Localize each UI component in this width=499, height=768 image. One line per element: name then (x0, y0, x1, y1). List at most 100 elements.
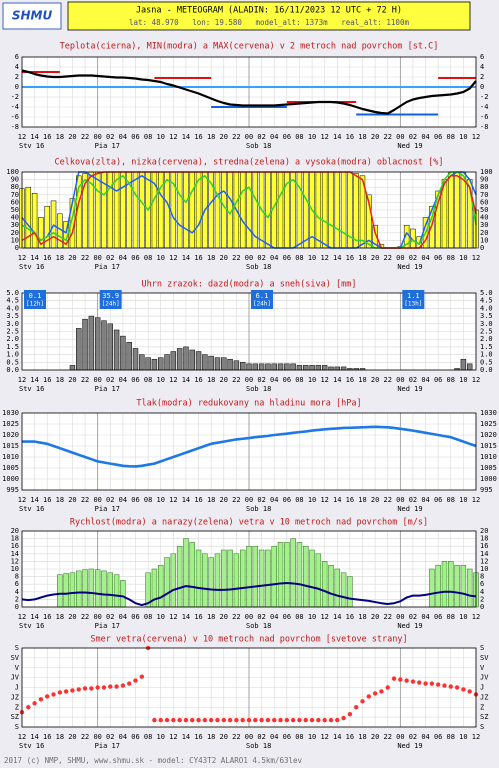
x-tick-label: 14 (30, 733, 38, 741)
y-tick-label-right: 2.0 (480, 335, 493, 343)
x-tick-label: 22 (384, 254, 392, 262)
point (63, 689, 69, 694)
x-tick-label: 12 (320, 733, 328, 741)
point (259, 717, 264, 723)
point (234, 717, 239, 723)
point (265, 717, 271, 723)
y-tick-label: 995 (6, 486, 19, 494)
y-tick-label-right: -2 (480, 93, 488, 101)
bar (271, 363, 277, 371)
y-tick-label: Z (15, 703, 19, 711)
x-tick-label: 08 (295, 133, 303, 141)
point (76, 687, 81, 692)
x-tick-label: 22 (232, 133, 240, 141)
point (297, 717, 302, 723)
x-tick-label: 10 (308, 613, 316, 621)
bar (290, 538, 296, 608)
day-label: Ned 19 (397, 263, 422, 271)
total-box (402, 290, 425, 309)
x-tick-label: 12 (18, 254, 26, 262)
x-tick-label: 22 (384, 133, 392, 141)
total-value: 0.1 (29, 292, 42, 300)
x-tick-label: 08 (447, 496, 455, 504)
x-tick-label: 16 (346, 613, 354, 621)
bar (315, 553, 322, 608)
y-tick-label-right: 1025 (480, 420, 497, 428)
x-tick-label: 14 (30, 254, 38, 262)
x-tick-label: 12 (472, 254, 480, 262)
point (429, 681, 435, 686)
bar (321, 561, 328, 608)
x-tick-label: 14 (182, 254, 190, 262)
bar (340, 171, 347, 249)
y-tick-label: -4 (11, 103, 19, 111)
x-tick-label: 00 (93, 733, 101, 741)
bar (176, 171, 183, 249)
header-box (67, 1, 471, 31)
x-tick-label: 04 (270, 733, 278, 741)
x-tick-label: 10 (308, 376, 316, 384)
x-tick-label: 04 (270, 133, 278, 141)
bar (120, 580, 126, 608)
y-tick-label-right: 1010 (480, 453, 497, 461)
x-tick-label: 10 (459, 613, 467, 621)
day-label: Sob 18 (246, 142, 271, 150)
y-tick-label-right: 6 (480, 53, 484, 61)
point (139, 674, 145, 679)
point (177, 717, 182, 723)
x-tick-label: 22 (232, 613, 240, 621)
y-tick-label-right: 1.5 (480, 343, 493, 351)
bar (69, 365, 76, 371)
y-tick-label: V (15, 664, 20, 672)
x-tick-label: 20 (220, 376, 228, 384)
logo-box (2, 2, 62, 30)
day-label: Ned 19 (397, 742, 422, 750)
x-tick-label: 12 (169, 613, 177, 621)
bar (340, 572, 347, 608)
bar (252, 545, 259, 608)
x-tick-label: 16 (43, 133, 51, 141)
x-tick-label: 20 (220, 733, 228, 741)
bar (82, 318, 88, 371)
day-label: Stv 16 (19, 505, 44, 513)
y-tick-label: 80 (11, 183, 19, 191)
point (95, 685, 100, 690)
point (272, 717, 277, 723)
x-tick-label: 22 (384, 733, 392, 741)
x-tick-label: 02 (409, 733, 417, 741)
x-tick-label: 06 (283, 254, 291, 262)
x-tick-label: 12 (320, 613, 328, 621)
bar (158, 171, 164, 249)
x-tick-label: 08 (447, 733, 455, 741)
point (284, 717, 290, 723)
y-tick-label-right: 3.5 (480, 312, 493, 320)
x-tick-label: 10 (157, 254, 165, 262)
header-title: Jasna - METEOGRAM (ALADIN: 16/11/2023 12… (136, 6, 402, 16)
point (366, 694, 372, 699)
x-tick-label: 12 (472, 733, 480, 741)
x-tick-label: 04 (270, 376, 278, 384)
day-label: Sob 18 (246, 263, 271, 271)
y-tick-label-right: 20 (480, 527, 488, 535)
x-tick-label: 08 (447, 376, 455, 384)
y-tick-label: 1025 (2, 420, 19, 428)
y-tick-label: 70 (11, 191, 19, 199)
x-tick-label: 16 (346, 376, 354, 384)
y-tick-label-right: 18 (480, 535, 488, 543)
x-tick-label: 00 (245, 133, 253, 141)
x-tick-label: 04 (119, 133, 127, 141)
y-tick-label: 2.0 (6, 335, 19, 343)
bar (265, 549, 271, 608)
point (196, 717, 201, 723)
x-tick-label: 10 (308, 254, 316, 262)
x-tick-label: 16 (194, 133, 202, 141)
y-tick-label: S (15, 644, 19, 652)
y-tick-label: 10 (11, 565, 19, 573)
day-label: Ned 19 (397, 385, 422, 393)
bar (454, 564, 460, 608)
bar (252, 363, 259, 371)
x-tick-label: 18 (207, 133, 215, 141)
x-tick-label: 16 (194, 613, 202, 621)
x-tick-label: 18 (207, 376, 215, 384)
bar (265, 363, 271, 371)
